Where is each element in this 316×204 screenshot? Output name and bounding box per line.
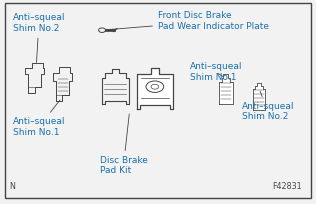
Circle shape [99, 28, 106, 32]
Polygon shape [137, 68, 173, 109]
Text: Front Disc Brake
Pad Wear Indicator Plate: Front Disc Brake Pad Wear Indicator Plat… [112, 11, 269, 31]
Text: Disc Brake
Pad Kit: Disc Brake Pad Kit [100, 114, 148, 175]
Text: Anti–squeal
Shim No.2: Anti–squeal Shim No.2 [13, 13, 65, 62]
Text: Anti–squeal
Shim No.1: Anti–squeal Shim No.1 [13, 100, 65, 137]
Text: Anti–squeal
Shim No.2: Anti–squeal Shim No.2 [242, 91, 294, 121]
Polygon shape [253, 83, 265, 110]
Text: Anti–squeal
Shim No.1: Anti–squeal Shim No.1 [190, 62, 242, 82]
Text: F42831: F42831 [272, 182, 301, 191]
Text: N: N [9, 182, 15, 191]
Polygon shape [219, 74, 233, 104]
Circle shape [151, 84, 159, 89]
Circle shape [146, 81, 164, 92]
